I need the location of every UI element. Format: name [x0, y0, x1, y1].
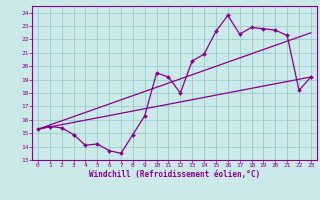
- X-axis label: Windchill (Refroidissement éolien,°C): Windchill (Refroidissement éolien,°C): [89, 170, 260, 179]
